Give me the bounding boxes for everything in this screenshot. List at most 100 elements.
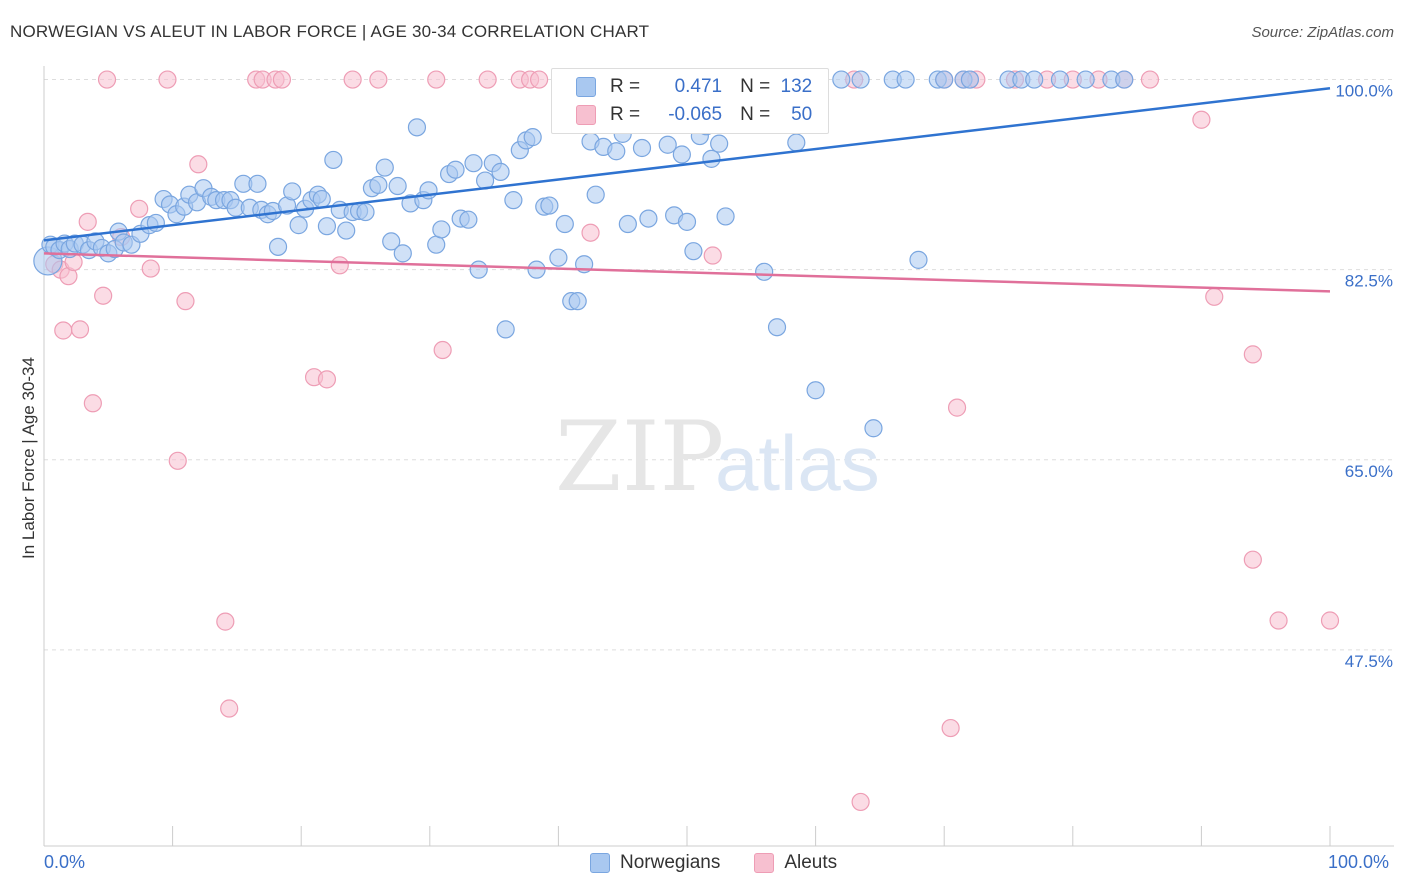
aleut-point-30 (478, 70, 497, 89)
aleut-point-27 (369, 70, 388, 89)
axes (43, 66, 1394, 847)
norwegian-point-57 (393, 244, 412, 263)
norwegian-point-73 (496, 320, 515, 339)
y-tick-labels: 100.0% 82.5% 65.0% 47.5% (1335, 82, 1393, 671)
aleut-point-54 (1320, 611, 1340, 630)
aleut-point-55 (1192, 110, 1211, 129)
legend-row-norwegians: R = 0.471 N = 132 (576, 73, 812, 101)
norwegian-point-116 (851, 70, 870, 89)
gridlines (44, 79, 1394, 651)
norwegian-point-37 (268, 237, 288, 256)
norwegian-point-74 (504, 191, 523, 210)
norwegian-point-119 (896, 70, 915, 89)
aleuts-legend-swatch (754, 853, 775, 873)
legend-item-aleuts: Aleuts (754, 852, 837, 874)
norwegian-point-117 (864, 419, 883, 438)
norwegian-point-101 (677, 212, 697, 231)
norwegian-point-102 (684, 242, 703, 261)
norwegians-r-value: 0.471 (674, 76, 723, 97)
norwegian-point-51 (356, 202, 375, 222)
aleut-point-12 (141, 259, 160, 278)
norwegian-point-106 (710, 134, 729, 153)
aleut-point-29 (433, 340, 452, 360)
norwegian-point-72 (491, 162, 510, 181)
y-tick-label-3: 47.5% (1345, 652, 1393, 671)
norwegian-point-62 (427, 235, 446, 254)
norwegian-point-77 (523, 128, 542, 147)
aleut-point-22 (272, 70, 292, 89)
aleut-point-33 (530, 70, 549, 89)
aleut-point-56 (1205, 287, 1224, 306)
norwegian-point-56 (388, 176, 407, 196)
aleut-point-9 (97, 70, 117, 89)
norwegian-point-84 (568, 292, 587, 311)
norwegian-point-46 (324, 150, 343, 170)
aleut-point-17 (216, 612, 235, 631)
norwegians-n-label: N = (740, 76, 771, 97)
norwegian-point-67 (459, 210, 478, 229)
aleut-trend-line (43, 252, 1331, 293)
norwegians-r-label: R = (610, 76, 641, 97)
aleut-point-14 (168, 451, 187, 470)
aleut-point-16 (189, 155, 208, 174)
series-legend: Norwegians Aleuts (590, 852, 871, 874)
norwegian-point-92 (618, 214, 637, 234)
norwegian-point-59 (407, 118, 427, 137)
norwegian-point-115 (832, 70, 851, 89)
norwegian-point-87 (586, 185, 605, 204)
aleut-point-25 (330, 256, 349, 275)
aleut-point-8 (94, 286, 113, 305)
aleut-point-45 (947, 398, 967, 417)
norwegians-legend-label: Norwegians (620, 852, 721, 873)
aleut-point-53 (1269, 611, 1288, 630)
aleut-point-52 (1243, 550, 1262, 569)
legend-row-aleuts: R = -0.065 N = 50 (576, 101, 812, 129)
norwegian-point-105 (702, 149, 721, 168)
norwegian-point-111 (767, 318, 787, 337)
y-axis-label: In Labor Force | Age 30-34 (19, 357, 38, 559)
norwegian-point-95 (639, 209, 658, 228)
x-axis-min-label: 0.0% (44, 852, 86, 872)
norwegian-point-90 (607, 142, 626, 161)
norwegian-point-98 (658, 135, 677, 154)
aleut-point-24 (317, 370, 337, 389)
norwegian-point-80 (540, 196, 559, 215)
norwegian-point-78 (527, 260, 546, 279)
chart-title: NORWEGIAN VS ALEUT IN LABOR FORCE | AGE … (10, 22, 650, 41)
norwegian-point-81 (549, 248, 568, 267)
norwegian-point-68 (464, 154, 483, 173)
norwegians-swatch (576, 77, 596, 97)
norwegian-point-55 (382, 232, 401, 251)
norwegian-point-69 (469, 260, 488, 279)
source-credit: Source: ZipAtlas.com (1251, 24, 1394, 41)
norwegians-n-value: 132 (780, 76, 813, 97)
aleut-point-7 (83, 394, 102, 413)
aleut-point-34 (581, 223, 600, 242)
correlation-legend: R = 0.471 N = 132 R = -0.065 N = 50 (551, 68, 829, 134)
y-tick-label-1: 82.5% (1345, 272, 1393, 291)
norwegian-point-65 (446, 160, 465, 179)
norwegian-point-127 (1025, 70, 1044, 89)
aleut-point-5 (70, 320, 90, 339)
aleuts-legend-label: Aleuts (784, 852, 838, 873)
norwegian-point-120 (909, 250, 928, 269)
aleuts-r-label: R = (610, 104, 641, 125)
norwegian-point-100 (672, 145, 691, 164)
norwegian-points (33, 70, 1134, 438)
norwegian-point-44 (312, 189, 331, 209)
y-tick-label-2: 65.0% (1345, 462, 1393, 481)
aleut-point-58 (851, 792, 870, 812)
norwegian-point-124 (960, 70, 980, 89)
aleut-point-51 (1140, 70, 1160, 89)
aleut-point-41 (941, 718, 960, 738)
norwegian-point-82 (555, 214, 574, 234)
norwegian-point-128 (1050, 70, 1070, 89)
watermark-atlas: atlas (715, 419, 880, 507)
legend-item-norwegians: Norwegians (590, 852, 720, 874)
aleut-point-13 (158, 70, 177, 89)
aleut-point-36 (703, 246, 722, 265)
norwegian-point-114 (806, 381, 825, 400)
norwegian-point-33 (248, 174, 267, 193)
aleut-point-6 (78, 212, 97, 231)
norwegian-point-40 (289, 216, 308, 235)
